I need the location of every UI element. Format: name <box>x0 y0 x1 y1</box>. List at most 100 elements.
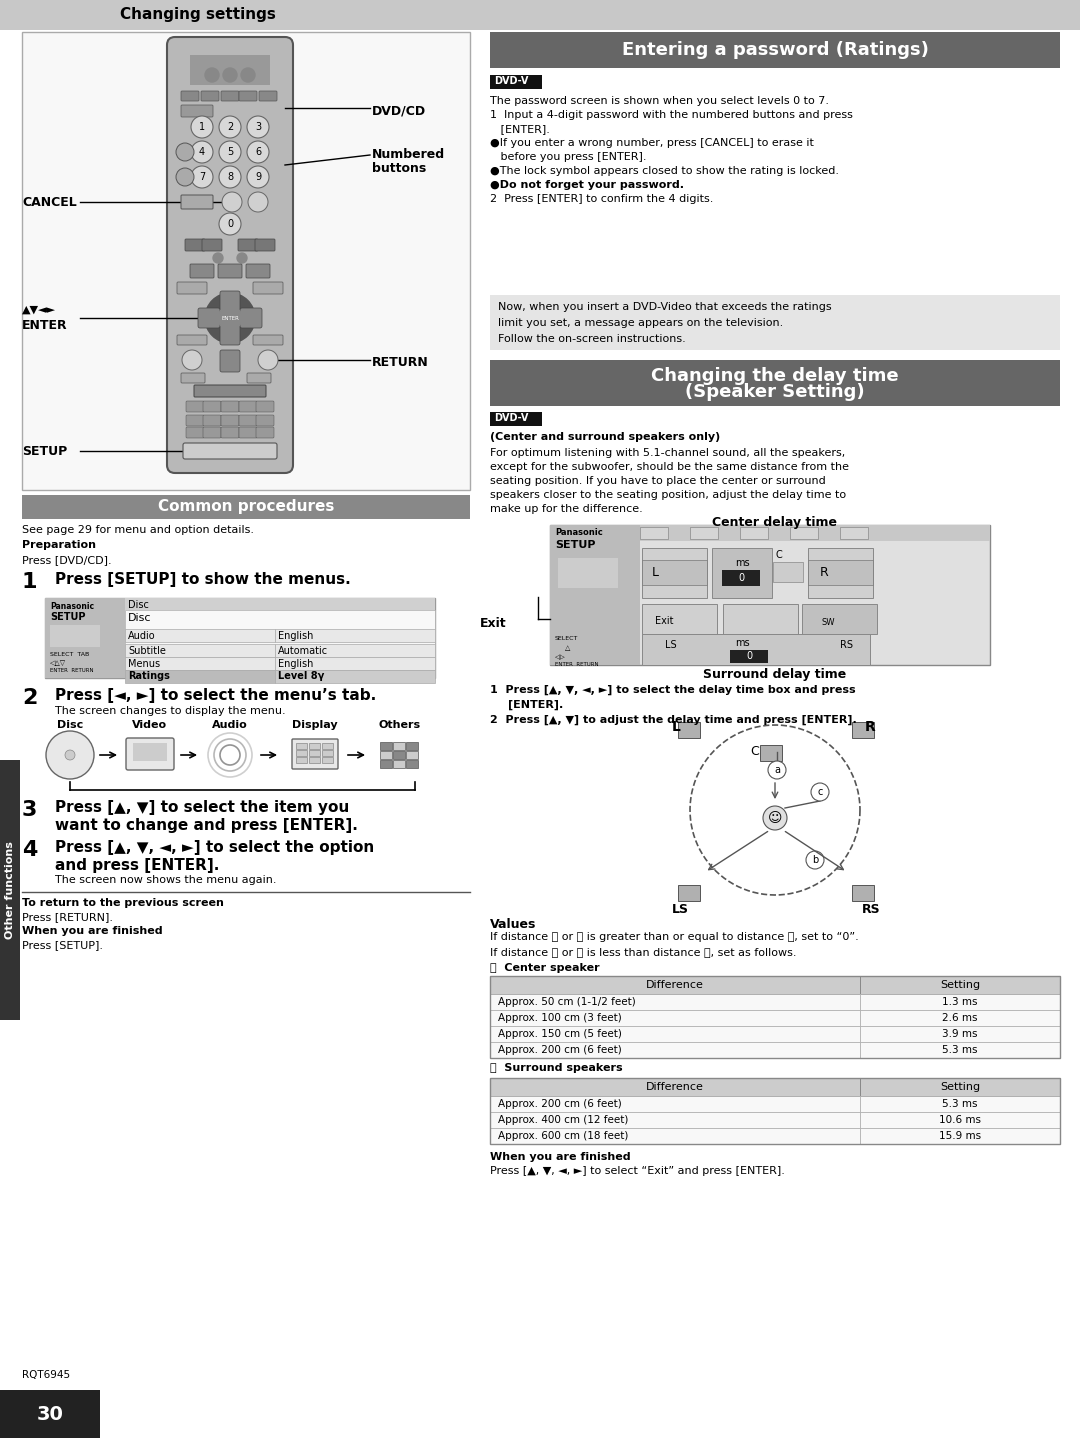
Bar <box>808 559 873 585</box>
Bar <box>275 644 435 657</box>
Bar <box>852 722 874 738</box>
FancyBboxPatch shape <box>202 239 222 252</box>
Circle shape <box>183 349 202 370</box>
FancyBboxPatch shape <box>218 265 242 278</box>
Circle shape <box>237 253 247 263</box>
Text: 6: 6 <box>255 147 261 157</box>
Text: Level 8γ: Level 8γ <box>278 672 324 682</box>
FancyBboxPatch shape <box>238 239 258 252</box>
FancyBboxPatch shape <box>239 91 257 101</box>
Bar <box>860 976 1059 994</box>
Bar <box>802 604 877 634</box>
Text: When you are finished: When you are finished <box>22 926 163 936</box>
Bar <box>190 55 270 85</box>
Bar <box>490 413 542 426</box>
Circle shape <box>762 807 787 830</box>
FancyBboxPatch shape <box>253 282 283 293</box>
Text: 1: 1 <box>22 572 38 592</box>
Bar <box>393 742 405 751</box>
Text: Surround delay time: Surround delay time <box>703 669 847 682</box>
Text: If distance ⓐ or ⓑ is greater than or equal to distance ⓒ, set to “0”.: If distance ⓐ or ⓑ is greater than or eq… <box>490 932 859 942</box>
Bar <box>125 644 275 657</box>
Text: SETUP: SETUP <box>22 444 67 457</box>
Text: The screen changes to display the menu.: The screen changes to display the menu. <box>55 706 285 716</box>
Text: DVD/CD: DVD/CD <box>372 104 427 116</box>
FancyBboxPatch shape <box>183 443 276 459</box>
Bar <box>490 976 1059 1058</box>
Text: C: C <box>750 745 759 758</box>
Circle shape <box>191 116 213 138</box>
Text: [ENTER].: [ENTER]. <box>508 700 564 710</box>
Text: LS: LS <box>665 640 677 650</box>
Text: and press [ENTER].: and press [ENTER]. <box>55 858 219 873</box>
Text: ◁△▽: ◁△▽ <box>50 660 66 666</box>
Circle shape <box>176 168 194 186</box>
Text: Approx. 150 cm (5 feet): Approx. 150 cm (5 feet) <box>498 1030 622 1040</box>
Circle shape <box>218 306 242 329</box>
Bar <box>808 548 873 598</box>
Bar <box>860 1078 1059 1096</box>
Text: Exit: Exit <box>654 615 674 626</box>
Circle shape <box>191 141 213 162</box>
Text: ENTER: ENTER <box>221 315 239 321</box>
Bar <box>678 884 700 902</box>
Text: a: a <box>774 765 780 775</box>
Circle shape <box>219 213 241 234</box>
Bar <box>550 525 990 664</box>
Text: 1  Input a 4-digit password with the numbered buttons and press: 1 Input a 4-digit password with the numb… <box>490 109 853 119</box>
Text: English: English <box>278 659 313 669</box>
Bar <box>723 569 760 587</box>
Text: DVD-V: DVD-V <box>494 76 528 86</box>
FancyBboxPatch shape <box>194 385 266 397</box>
Circle shape <box>205 68 219 82</box>
Text: RS: RS <box>840 640 853 650</box>
Text: b: b <box>812 856 819 866</box>
Text: 9: 9 <box>255 173 261 183</box>
FancyBboxPatch shape <box>221 91 239 101</box>
Text: LS: LS <box>672 903 689 916</box>
Bar <box>640 526 669 539</box>
Circle shape <box>205 293 255 344</box>
Bar <box>723 604 798 634</box>
Bar <box>860 1025 1059 1043</box>
Text: Menus: Menus <box>129 659 160 669</box>
Bar <box>773 562 804 582</box>
Text: Approx. 600 cm (18 feet): Approx. 600 cm (18 feet) <box>498 1132 629 1140</box>
Bar <box>296 751 307 756</box>
Bar <box>490 75 542 89</box>
Text: 2  Press [ENTER] to confirm the 4 digits.: 2 Press [ENTER] to confirm the 4 digits. <box>490 194 714 204</box>
Bar <box>125 657 275 670</box>
Bar <box>125 670 275 683</box>
FancyBboxPatch shape <box>190 265 214 278</box>
FancyBboxPatch shape <box>186 401 204 413</box>
Text: △: △ <box>565 646 570 651</box>
FancyBboxPatch shape <box>239 416 257 426</box>
Bar <box>860 994 1059 1009</box>
Text: RETURN: RETURN <box>372 357 429 370</box>
Circle shape <box>247 116 269 138</box>
Bar <box>860 1096 1059 1112</box>
Bar <box>642 634 870 664</box>
Text: RS: RS <box>862 903 880 916</box>
Circle shape <box>219 141 241 162</box>
Text: Approx. 100 cm (3 feet): Approx. 100 cm (3 feet) <box>498 1012 622 1022</box>
Circle shape <box>247 141 269 162</box>
Bar <box>860 1009 1059 1025</box>
Text: If distance ⓐ or ⓑ is less than distance ⓒ, set as follows.: If distance ⓐ or ⓑ is less than distance… <box>490 948 797 958</box>
FancyBboxPatch shape <box>247 372 271 383</box>
FancyBboxPatch shape <box>220 290 240 313</box>
Text: SELECT  TAB: SELECT TAB <box>50 651 90 657</box>
Bar <box>490 1078 860 1096</box>
Text: CANCEL: CANCEL <box>22 196 77 209</box>
Text: make up for the difference.: make up for the difference. <box>490 503 643 513</box>
FancyBboxPatch shape <box>220 349 240 372</box>
Text: seating position. If you have to place the center or surround: seating position. If you have to place t… <box>490 476 826 486</box>
Text: Difference: Difference <box>646 1081 704 1091</box>
Bar <box>642 548 707 598</box>
Circle shape <box>176 142 194 161</box>
Bar <box>490 1009 860 1025</box>
Text: 1: 1 <box>199 122 205 132</box>
Text: Changing settings: Changing settings <box>120 7 275 23</box>
Bar <box>0 761 21 1020</box>
Bar <box>490 1078 1059 1145</box>
